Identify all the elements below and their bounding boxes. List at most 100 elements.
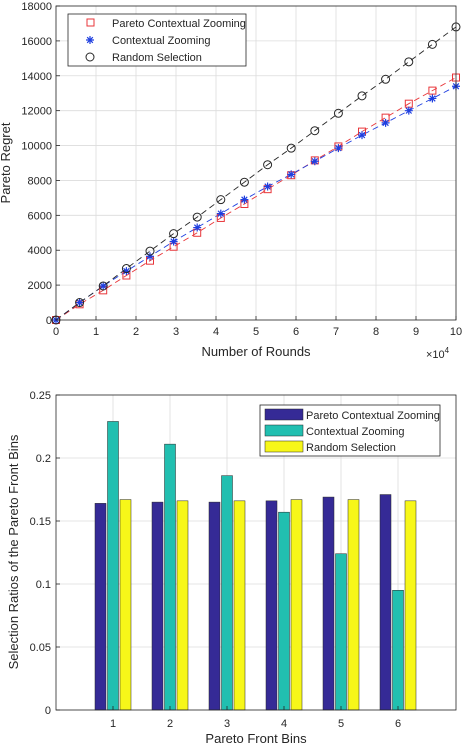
bottom-y-tick-label: 0.15 <box>30 516 51 528</box>
bottom-y-tick-label: 0.05 <box>30 642 51 654</box>
legend-swatch <box>264 424 304 437</box>
bar <box>347 499 360 711</box>
legend-item-random-selection: Random Selection <box>264 440 396 454</box>
bottom-y-ticks: 0 0.05 0.1 0.15 0.2 0.25 <box>30 390 60 717</box>
top-x-tick-label: 1 <box>93 326 99 338</box>
data-point-star <box>334 144 343 153</box>
data-point-star <box>263 182 272 191</box>
top-x-tick-label: 10 <box>450 326 462 338</box>
data-point-circle <box>216 195 226 205</box>
data-point-circle <box>404 57 414 67</box>
bar <box>94 503 107 711</box>
data-point-circle <box>263 160 273 170</box>
data-point-star <box>358 131 366 140</box>
bar <box>335 553 347 711</box>
bar <box>176 500 189 711</box>
data-point-star <box>287 170 296 179</box>
data-point-circle <box>98 281 108 291</box>
data-point-circle <box>427 39 437 49</box>
data-point-star <box>428 94 437 103</box>
top-legend-box <box>67 13 247 67</box>
legend-label: Contextual Zooming <box>112 35 210 47</box>
top-y-tick-label: 16000 <box>21 36 52 48</box>
bottom-x-tick-label: 3 <box>224 718 230 730</box>
top-x-tick-label: 4 <box>213 326 219 338</box>
top-y-axis-label: Pareto Regret <box>0 122 13 203</box>
legend-item-pareto-contextual-zooming: Pareto Contextual Zooming <box>86 18 246 30</box>
top-x-axis-label: Number of Rounds <box>201 344 311 359</box>
bottom-x-tick-label: 1 <box>110 718 116 730</box>
bottom-y-tick-label: 0 <box>45 705 51 717</box>
bottom-x-ticks: 1 2 3 4 5 6 <box>110 706 401 730</box>
bottom-plot-frame <box>55 394 457 711</box>
bottom-bars <box>94 421 417 711</box>
top-x-tick-label: 5 <box>253 326 259 338</box>
top-x-ticks: 0 1 2 3 4 5 6 7 8 9 10 <box>53 316 462 338</box>
bar <box>208 501 221 711</box>
data-point-circle <box>357 91 367 101</box>
legend-item-pareto-contextual-zooming: Pareto Contextual Zooming <box>264 408 440 422</box>
data-point-circle <box>381 74 391 84</box>
top-legend: Pareto Contextual Zooming Contextual Zoo… <box>67 13 247 67</box>
top-x-tick-label: 9 <box>413 326 419 338</box>
line-chart: 0 1 2 3 4 5 6 7 8 9 10 0 2000 4000 6000 8000 10000 12000… <box>0 1 462 361</box>
top-x-tick-label: 2 <box>133 326 139 338</box>
top-y-tick-label: 4000 <box>28 245 52 257</box>
bottom-y-tick-label: 0.1 <box>36 579 51 591</box>
top-x-tick-label: 8 <box>373 326 379 338</box>
top-y-tick-label: 18000 <box>21 1 52 13</box>
data-point-circle <box>145 246 155 256</box>
legend-label: Contextual Zooming <box>306 426 404 438</box>
bar <box>278 511 290 711</box>
bar <box>290 499 303 711</box>
bottom-y-tick-label: 0.2 <box>36 453 51 465</box>
data-point-circle <box>239 177 249 187</box>
legend-label: Random Selection <box>306 442 396 454</box>
bar-chart: 1 2 3 4 5 6 0 0.05 0.1 0.15 0.2 0.25 Pareto Front … <box>6 390 457 746</box>
data-point-star <box>146 252 154 261</box>
legend-marker-star <box>86 36 94 44</box>
bottom-x-tick-label: 5 <box>338 718 344 730</box>
top-x-multiplier: ×104 <box>426 346 450 361</box>
top-y-tick-label: 12000 <box>21 106 52 118</box>
bar <box>404 500 417 711</box>
legend-label: Pareto Contextual Zooming <box>306 410 440 422</box>
bottom-x-tick-label: 2 <box>167 718 173 730</box>
data-point-star <box>169 237 178 246</box>
bottom-y-tick-label: 0.25 <box>30 390 51 402</box>
data-point-circle <box>286 143 296 153</box>
data-point-circle <box>75 298 85 308</box>
top-y-tick-label: 2000 <box>28 280 52 292</box>
top-y-tick-label: 0 <box>46 315 52 327</box>
top-x-tick-label: 7 <box>333 326 339 338</box>
bar <box>379 494 392 711</box>
data-point-star <box>75 298 84 307</box>
bottom-legend: Pareto Contextual Zooming Contextual Zoo… <box>259 404 441 457</box>
bottom-y-axis-label: Selection Ratios of the Pareto Front Bin… <box>6 434 21 669</box>
data-point-star <box>216 209 225 218</box>
top-x-multiplier-exponent: 4 <box>445 346 450 355</box>
data-point-star <box>310 157 319 166</box>
data-point-circle <box>333 108 343 118</box>
bar <box>221 475 233 711</box>
legend-marker-square <box>86 18 95 27</box>
data-point-circle <box>192 212 202 222</box>
legend-label: Pareto Contextual Zooming <box>112 18 246 30</box>
bar <box>107 421 119 711</box>
legend-swatch <box>264 440 304 453</box>
top-y-ticks: 0 2000 4000 6000 8000 10000 12000 14000 16000 180… <box>21 1 60 327</box>
data-point-star <box>404 106 413 115</box>
bottom-x-axis-label: Pareto Front Bins <box>205 731 307 746</box>
data-point-circle <box>310 126 320 136</box>
legend-marker-circle <box>85 52 95 62</box>
legend-item-contextual-zooming: Contextual Zooming <box>86 35 210 47</box>
data-point-square <box>428 86 437 95</box>
data-point-star <box>240 195 249 204</box>
data-point-star <box>381 118 390 127</box>
data-point-circle <box>169 229 179 239</box>
top-x-tick-label: 6 <box>293 326 299 338</box>
legend-item-random-selection: Random Selection <box>85 52 202 64</box>
bottom-x-tick-label: 6 <box>395 718 401 730</box>
legend-label: Random Selection <box>112 52 202 64</box>
bar <box>151 501 164 711</box>
